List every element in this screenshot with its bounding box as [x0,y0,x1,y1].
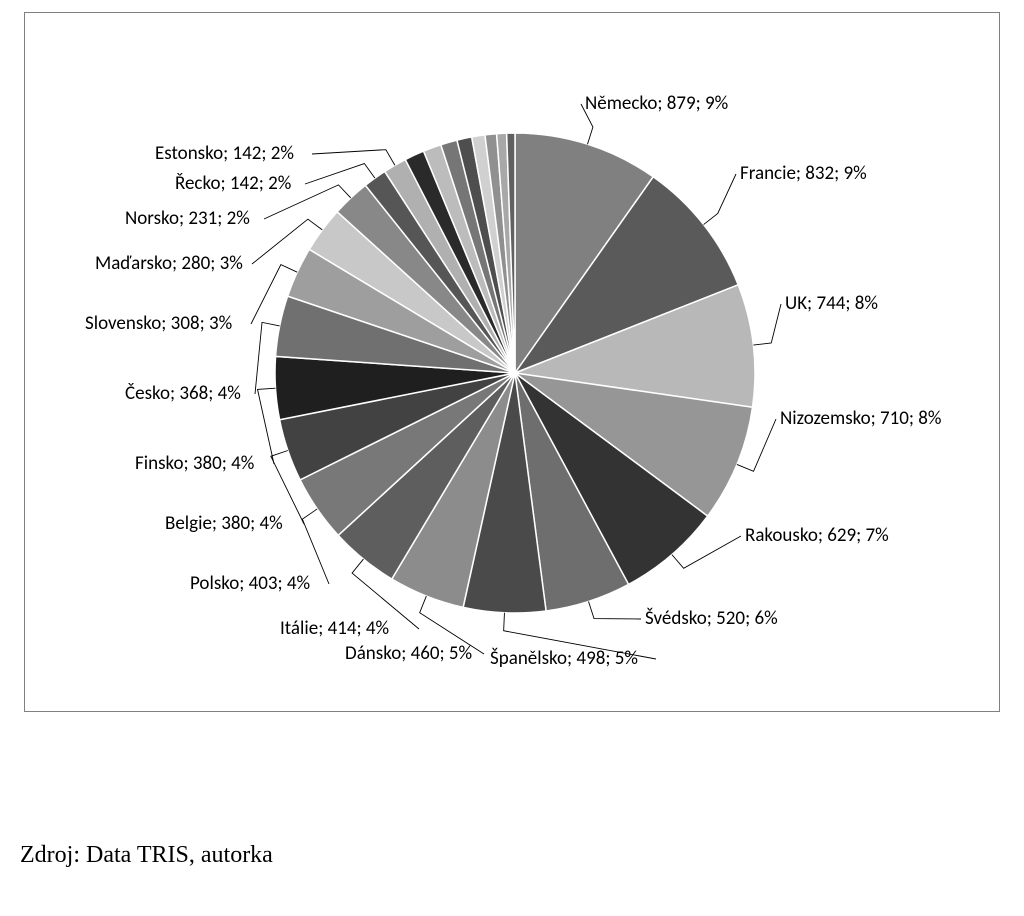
slice-label: Itálie; 414; 4% [280,618,389,641]
slice-label: Švédsko; 520; 6% [645,608,778,631]
slice-label: Nizozemsko; 710; 8% [780,408,942,431]
slice-label: Německo; 879; 9% [585,93,728,116]
slice-label: Řecko; 142; 2% [175,173,291,196]
slice-label: Maďarsko; 280; 3% [95,253,243,276]
slice-label: UK; 744; 8% [785,293,878,316]
pie-chart: Německo; 879; 9% Francie; 832; 9% UK; 744;… [25,13,999,711]
pie-svg [25,13,1001,713]
slice-label: Slovensko; 308; 3% [85,313,232,336]
leader-line [258,388,276,464]
leader-line [704,174,736,225]
slice-label: Polsko; 403; 4% [190,573,310,596]
slice-label: Španělsko; 498; 5% [490,648,638,671]
slice-label: Estonsko; 142; 2% [155,143,294,166]
chart-frame: Německo; 879; 9% Francie; 832; 9% UK; 744;… [24,12,1000,712]
slice-label: Belgie; 380; 4% [165,513,283,536]
leader-line [589,601,641,619]
leader-line [305,164,375,184]
slice-label: Francie; 832; 9% [740,163,867,186]
slice-label: Česko; 368; 4% [125,383,241,406]
slice-label: Norsko; 231; 2% [125,208,250,231]
slice-label: Finsko; 380; 4% [135,453,254,476]
leader-line [753,304,781,345]
slice-label: Dánsko; 460; 5% [345,643,472,666]
slice-label: Rakousko; 629; 7% [745,525,889,548]
source-caption: Zdroj: Data TRIS, autorka [20,842,273,869]
leader-line [312,150,395,166]
